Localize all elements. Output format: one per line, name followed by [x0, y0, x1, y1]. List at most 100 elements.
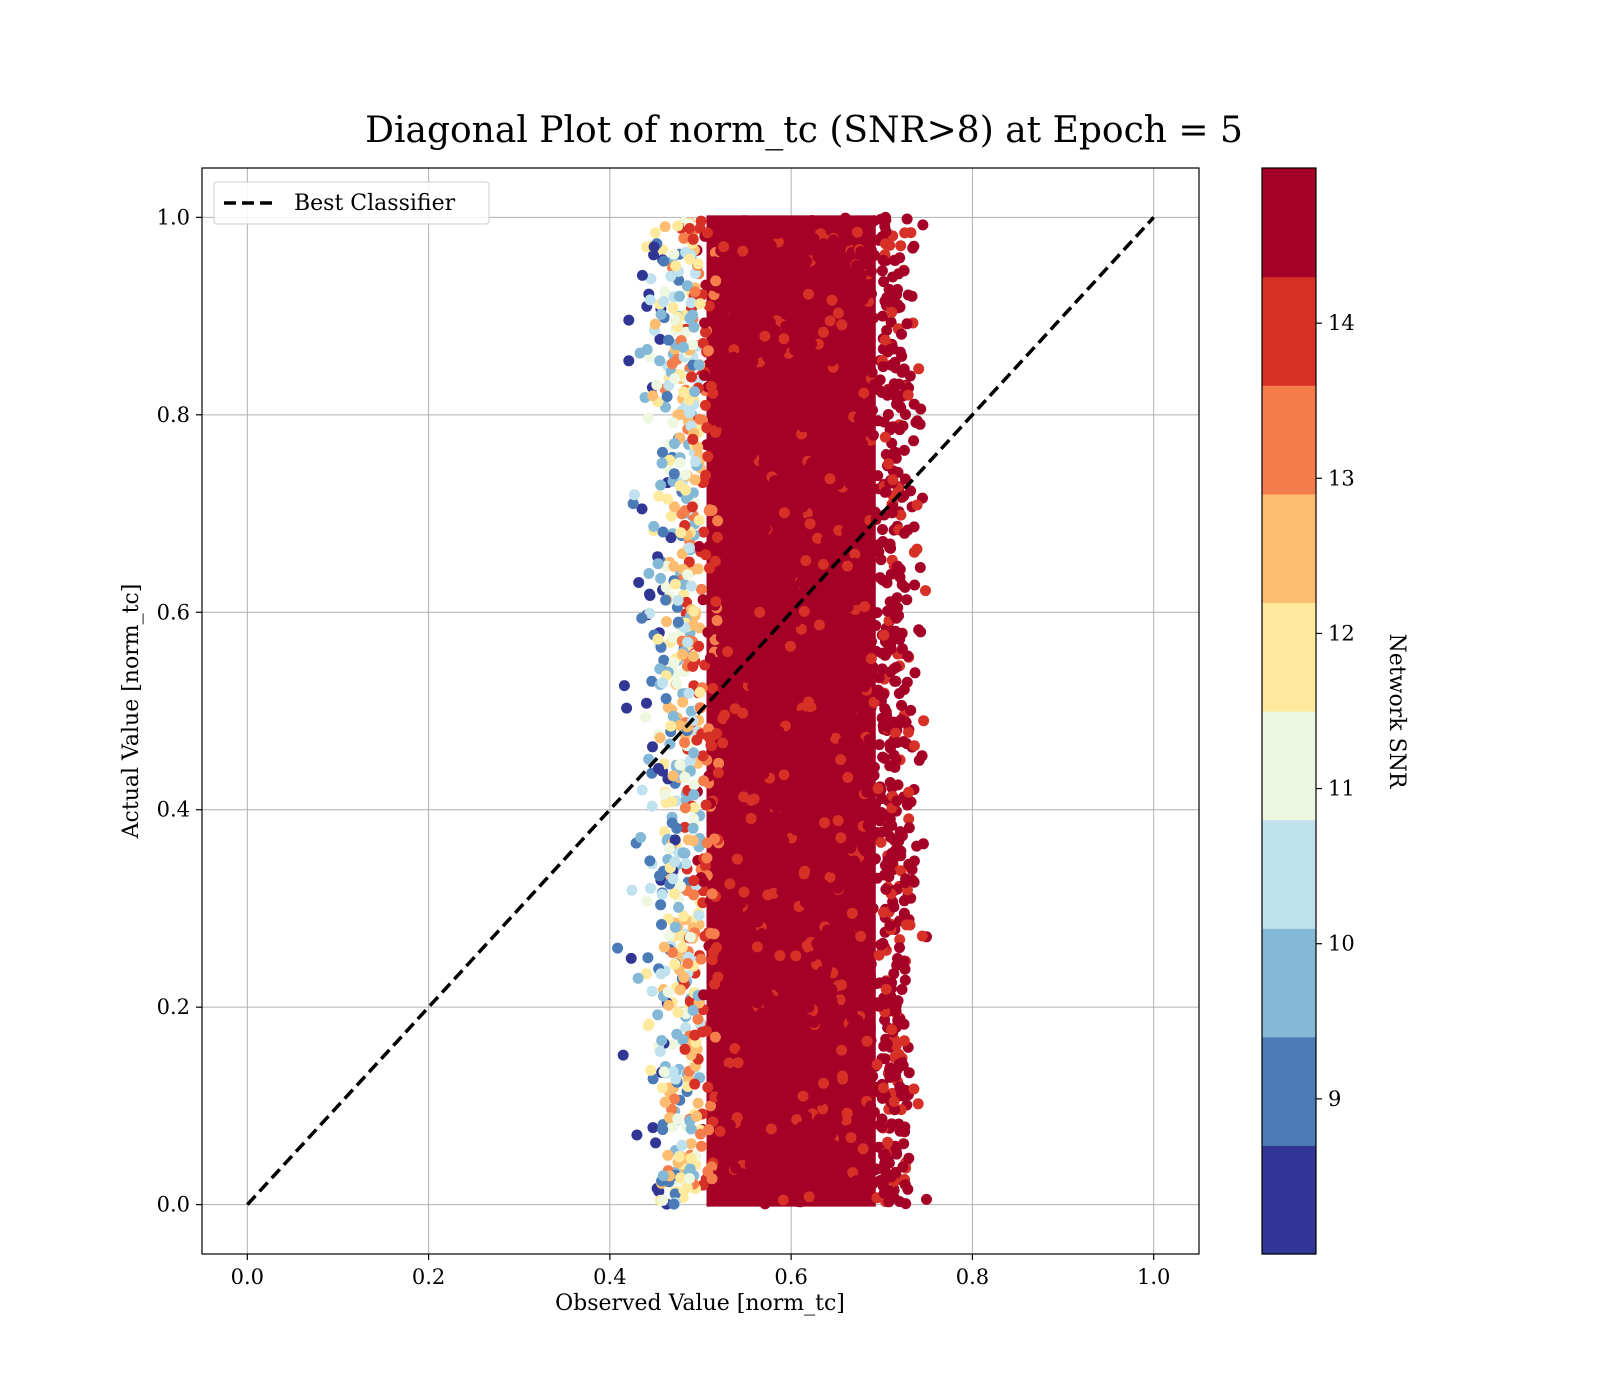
scatter-point	[803, 592, 815, 604]
scatter-point	[902, 1183, 914, 1195]
scatter-point	[684, 312, 696, 324]
scatter-point	[800, 386, 812, 398]
scatter-point	[871, 607, 883, 619]
scatter-point	[679, 771, 691, 783]
scatter-point	[898, 265, 910, 277]
scatter-point	[659, 1096, 671, 1108]
scatter-point	[776, 967, 788, 979]
scatter-point	[887, 421, 899, 433]
scatter-point	[890, 675, 902, 687]
scatter-point	[890, 452, 902, 464]
scatter-point	[818, 1077, 829, 1089]
x-tick-label: 0.0	[231, 1265, 264, 1289]
scatter-point	[828, 424, 839, 435]
scatter-point	[855, 246, 867, 258]
scatter-point	[849, 1063, 860, 1075]
scatter-point	[737, 707, 749, 719]
scatter-point	[738, 691, 750, 703]
scatter-point	[721, 611, 733, 623]
scatter-point	[888, 1096, 900, 1107]
scatter-point	[836, 1176, 848, 1188]
scatter-point	[784, 617, 796, 629]
scatter-point	[790, 796, 802, 808]
scatter-point	[744, 751, 756, 763]
scatter-point	[657, 446, 668, 458]
scatter-point	[767, 393, 779, 405]
scatter-point	[863, 734, 875, 746]
scatter-point	[809, 781, 821, 793]
scatter-point	[885, 640, 897, 652]
scatter-point	[778, 507, 790, 519]
colorbar-segment	[1262, 385, 1316, 495]
scatter-point	[658, 255, 670, 267]
scatter-point	[733, 783, 745, 795]
scatter-point	[652, 633, 664, 645]
scatter-point	[898, 1138, 910, 1150]
scatter-point	[700, 326, 711, 338]
scatter-point	[915, 403, 927, 415]
scatter-point	[756, 403, 768, 414]
scatter-point	[888, 968, 900, 980]
scatter-point	[723, 577, 735, 589]
scatter-point	[883, 458, 894, 470]
scatter-point	[742, 561, 754, 573]
scatter-point	[846, 907, 858, 919]
scatter-point	[657, 1170, 669, 1182]
scatter-point	[751, 883, 763, 895]
scatter-point	[728, 753, 740, 765]
scatter-point	[700, 549, 712, 561]
scatter-point	[834, 345, 846, 357]
scatter-point	[677, 696, 689, 708]
scatter-point	[780, 321, 792, 332]
chart-title: Diagonal Plot of norm_tc (SNR>8) at Epoc…	[365, 110, 1243, 151]
scatter-point	[719, 1066, 731, 1078]
scatter-point	[814, 1094, 826, 1106]
scatter-point	[816, 966, 828, 978]
scatter-point	[810, 1148, 822, 1160]
scatter-point	[851, 946, 863, 958]
scatter-point	[646, 985, 658, 997]
scatter-point	[714, 1125, 726, 1137]
scatter-point	[694, 413, 706, 425]
scatter-point	[803, 669, 815, 681]
scatter-point	[718, 857, 730, 869]
scatter-point	[778, 990, 790, 1002]
scatter-point	[889, 997, 901, 1008]
scatter-point	[790, 877, 802, 888]
scatter-point	[686, 501, 698, 513]
scatter-point	[853, 987, 865, 999]
scatter-point	[857, 1143, 869, 1155]
scatter-point	[761, 983, 773, 994]
scatter-point	[838, 869, 850, 881]
scatter-point	[660, 581, 672, 593]
legend: Best Classifier	[213, 181, 490, 225]
scatter-point	[623, 314, 635, 326]
scatter-point	[895, 240, 907, 252]
colorbar-label: Network SNR	[1384, 634, 1409, 790]
scatter-point	[813, 619, 825, 631]
scatter-point	[746, 479, 758, 491]
scatter-point	[751, 804, 763, 816]
scatter-point	[856, 779, 867, 791]
scatter-point	[786, 818, 798, 830]
scatter-point	[766, 586, 778, 598]
scatter-point	[644, 590, 656, 601]
scatter-point	[655, 308, 667, 320]
scatter-point	[687, 822, 699, 834]
scatter-point	[724, 301, 736, 313]
scatter-point	[742, 418, 754, 430]
scatter-point	[701, 1025, 712, 1037]
scatter-point	[855, 930, 867, 942]
scatter-point	[793, 327, 805, 339]
scatter-point	[659, 286, 671, 297]
scatter-point	[612, 942, 624, 954]
scatter-point	[756, 516, 768, 528]
scatter-point	[809, 327, 821, 339]
scatter-point	[776, 885, 788, 897]
scatter-point	[859, 874, 871, 886]
scatter-point	[748, 328, 760, 340]
scatter-point	[740, 774, 752, 786]
scatter-point	[836, 1044, 848, 1056]
scatter-point	[891, 592, 903, 604]
scatter-point	[903, 1152, 915, 1164]
